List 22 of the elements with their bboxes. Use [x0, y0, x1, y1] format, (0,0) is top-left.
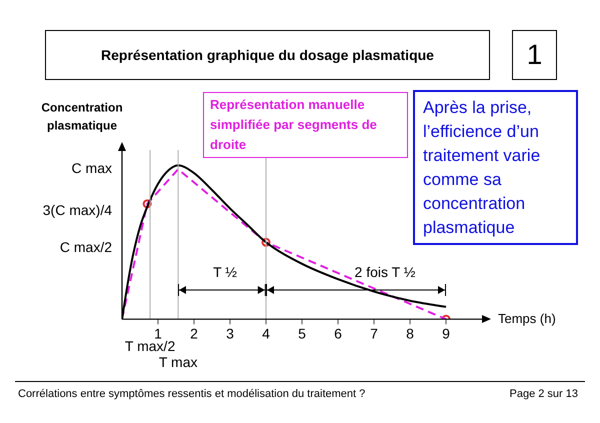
- text: Corrélations entre symptômes ressentis et modélisation du traitement ?: [18, 388, 366, 400]
- annotation: T ½: [212, 264, 238, 280]
- x-tick-label: 6: [334, 325, 342, 342]
- y-axis-title: Concentration plasmatique: [41, 100, 123, 132]
- x-axis-title: Temps (h): [498, 310, 556, 326]
- x-tick-label: 8: [406, 325, 414, 342]
- text: Représentation manuelle simplifiée par segments de droite: [203, 92, 408, 158]
- x-tick-label: 3: [226, 325, 234, 342]
- x-tick-label: 9: [442, 325, 450, 342]
- annotation: Après la prise, l’efficience d’un traitement varie comme sa concentration plasmatique: [413, 90, 578, 245]
- ref-line-label: T max: [158, 354, 198, 370]
- text: 1: [512, 30, 557, 80]
- annotation: 2 fois T ½: [354, 264, 416, 280]
- chart-title: Représentation graphique du dosage plasmatique: [45, 30, 490, 80]
- x-tick-label: 4: [262, 325, 270, 342]
- x-tick-label: 5: [298, 325, 306, 342]
- text: C max: [70, 160, 112, 176]
- x-tick-label: 7: [370, 325, 378, 342]
- x-tick-label: 2: [190, 325, 198, 342]
- text: Page 2 sur 13: [510, 388, 578, 400]
- text: 3(C max)/4: [42, 202, 112, 218]
- text: C max/2: [58, 239, 112, 255]
